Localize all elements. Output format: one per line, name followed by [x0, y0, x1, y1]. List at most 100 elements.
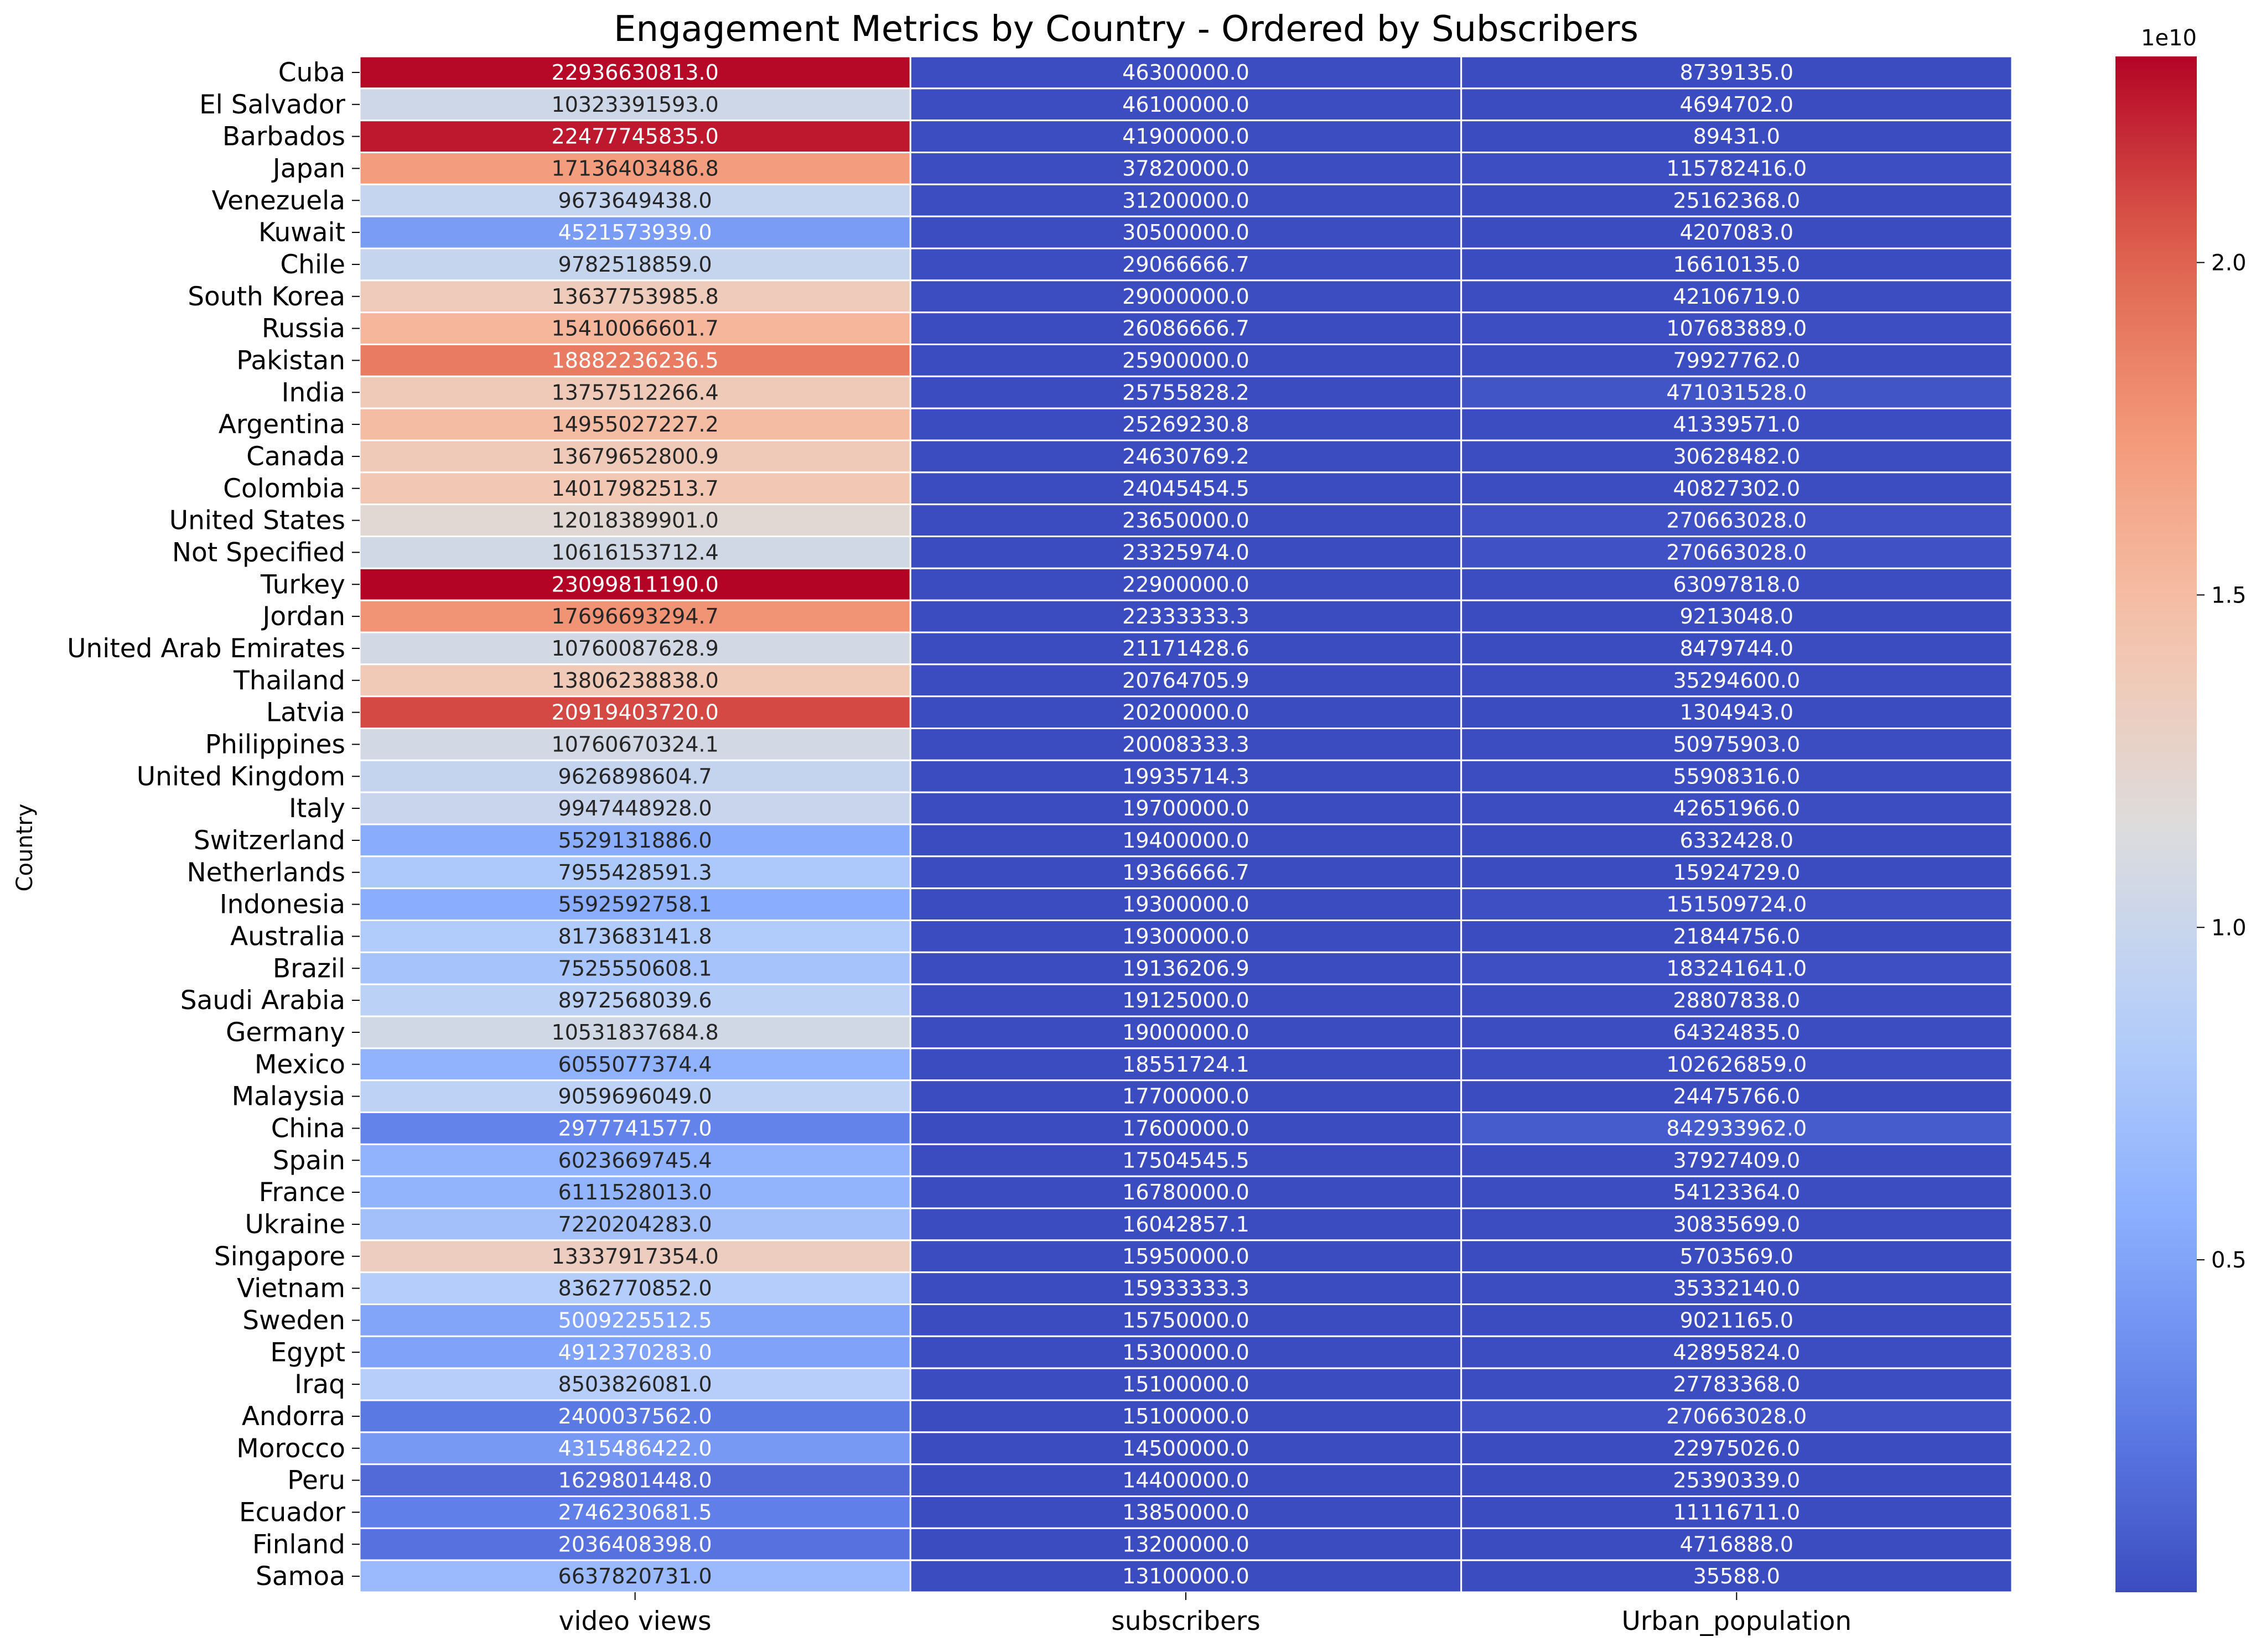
- cell-value-label: 19000000.0: [1122, 1020, 1249, 1045]
- cell-value-label: 15924729.0: [1673, 860, 1800, 885]
- row-tick-label: El Salvador: [199, 90, 346, 120]
- row-tick-label: Indonesia: [220, 890, 345, 920]
- cell-value-label: 9947448928.0: [558, 796, 712, 820]
- heatmap-cell: [909, 631, 1462, 666]
- cell-value-label: 22975026.0: [1673, 1436, 1800, 1461]
- heatmap-cell: [909, 1559, 1462, 1593]
- row-tick-label: Not Specified: [172, 537, 345, 568]
- heatmap-cell: [909, 503, 1462, 538]
- cell-value-label: 13679652800.9: [552, 444, 719, 469]
- cell-value-label: 29000000.0: [1122, 284, 1249, 309]
- heatmap-cell: [909, 1239, 1462, 1274]
- cell-value-label: 4912370283.0: [558, 1340, 712, 1364]
- heatmap-cell: [1460, 983, 2013, 1017]
- heatmap-cell: [1460, 1143, 2013, 1177]
- cell-value-label: 63097818.0: [1673, 572, 1800, 596]
- row-tick-label: United Arab Emirates: [67, 633, 345, 664]
- cell-value-label: 183241641.0: [1666, 956, 1807, 980]
- heatmap-cell: [1460, 1175, 2013, 1209]
- cell-value-label: 41339571.0: [1673, 412, 1800, 437]
- cell-value-label: 22477745835.0: [552, 124, 719, 149]
- cell-value-label: 16042857.1: [1122, 1212, 1249, 1237]
- cell-value-label: 6111528013.0: [558, 1180, 712, 1204]
- heatmap-cell: [909, 951, 1462, 985]
- heatmap-cell: [909, 1079, 1462, 1113]
- heatmap-cell: [1460, 791, 2013, 825]
- cell-value-label: 9673649438.0: [558, 188, 712, 212]
- heatmap-cell: [359, 631, 911, 666]
- heatmap-cell: [909, 695, 1462, 729]
- heatmap-cell: [909, 1335, 1462, 1369]
- cell-value-label: 8173683141.8: [558, 924, 712, 948]
- heatmap-cell: [359, 55, 911, 90]
- column-tick-labels: video views subscribers Urban_population: [559, 1592, 1852, 1637]
- heatmap-cell: [359, 887, 911, 921]
- cell-value-label: 270663028.0: [1666, 1404, 1807, 1428]
- heatmap-cell: [909, 344, 1462, 377]
- heatmap-cell: [1460, 951, 2013, 985]
- heatmap-cell: [909, 55, 1462, 90]
- row-tick-label: Kuwait: [258, 217, 345, 248]
- row-tick-label: Philippines: [205, 729, 345, 760]
- cell-value-label: 35294600.0: [1673, 668, 1800, 693]
- row-tick-label: Turkey: [260, 569, 345, 600]
- heatmap-cell: [1460, 344, 2013, 377]
- column-tick-label: Urban_population: [1621, 1606, 1852, 1637]
- row-tick-label: Finland: [252, 1529, 345, 1560]
- heatmap-cell: [1460, 567, 2013, 601]
- y-axis-label: Country: [12, 804, 38, 892]
- row-tick-label: Pakistan: [236, 345, 345, 376]
- column-tick-label: video views: [559, 1606, 712, 1637]
- heatmap-cell: [1460, 1335, 2013, 1369]
- cell-value-label: 23099811190.0: [552, 572, 719, 596]
- heatmap-cell: [1460, 536, 2013, 569]
- cell-value-label: 10616153712.4: [552, 540, 719, 564]
- cell-value-label: 20919403720.0: [552, 700, 719, 725]
- cell-value-label: 115782416.0: [1666, 156, 1807, 180]
- cell-value-label: 20008333.3: [1122, 732, 1249, 756]
- cell-value-label: 10760670324.1: [552, 732, 719, 756]
- cell-value-label: 2036408398.0: [558, 1532, 712, 1556]
- heatmap-cell: [909, 439, 1462, 474]
- row-tick-label: Sweden: [242, 1305, 345, 1336]
- heatmap-cell: [359, 503, 911, 538]
- cell-value-label: 13850000.0: [1122, 1500, 1249, 1524]
- cell-value-label: 30628482.0: [1673, 444, 1800, 469]
- cell-value-label: 19935714.3: [1122, 764, 1249, 788]
- row-tick-label: South Korea: [188, 282, 345, 312]
- cell-value-label: 42651966.0: [1673, 796, 1800, 820]
- cell-value-label: 7955428591.3: [558, 860, 712, 885]
- row-tick-label: Argentina: [219, 409, 345, 440]
- cell-value-label: 18551724.1: [1122, 1052, 1249, 1077]
- cell-value-label: 4207083.0: [1680, 220, 1794, 245]
- cell-value-label: 8362770852.0: [558, 1276, 712, 1301]
- heatmap-cell: [1460, 823, 2013, 858]
- cell-value-label: 842933962.0: [1666, 1116, 1807, 1140]
- cell-value-label: 22900000.0: [1122, 572, 1249, 596]
- cell-value-label: 9213048.0: [1680, 604, 1794, 628]
- cell-value-label: 4521573939.0: [558, 220, 712, 245]
- heatmap-cell: [1460, 1399, 2013, 1433]
- cell-value-label: 16780000.0: [1122, 1180, 1249, 1204]
- heatmap-cell: [359, 1399, 911, 1433]
- row-tick-label: Jordan: [261, 601, 345, 632]
- heatmap-cell: [1460, 215, 2013, 250]
- row-tick-label: Iraq: [294, 1369, 345, 1400]
- cell-value-label: 107683889.0: [1666, 316, 1807, 341]
- cell-value-label: 7525550608.1: [558, 956, 712, 980]
- cell-value-label: 24045454.5: [1122, 476, 1249, 501]
- cell-value-label: 27783368.0: [1673, 1372, 1800, 1396]
- cell-value-label: 8972568039.6: [558, 988, 712, 1012]
- heatmap-cell: [1460, 120, 2013, 154]
- heatmap-cell: [1460, 279, 2013, 314]
- cell-value-label: 6023669745.4: [558, 1148, 712, 1172]
- heatmap-cell: [909, 215, 1462, 250]
- row-tick-label: Cuba: [278, 58, 345, 88]
- colorbar: 0.5 1.0 1.5 2.0 1e10: [2115, 25, 2247, 1592]
- row-tick-label: Morocco: [236, 1433, 345, 1464]
- cell-value-label: 24630769.2: [1122, 444, 1249, 469]
- row-tick-label: Malaysia: [232, 1082, 345, 1112]
- cell-value-label: 15750000.0: [1122, 1308, 1249, 1332]
- cell-value-label: 10531837684.8: [552, 1020, 719, 1045]
